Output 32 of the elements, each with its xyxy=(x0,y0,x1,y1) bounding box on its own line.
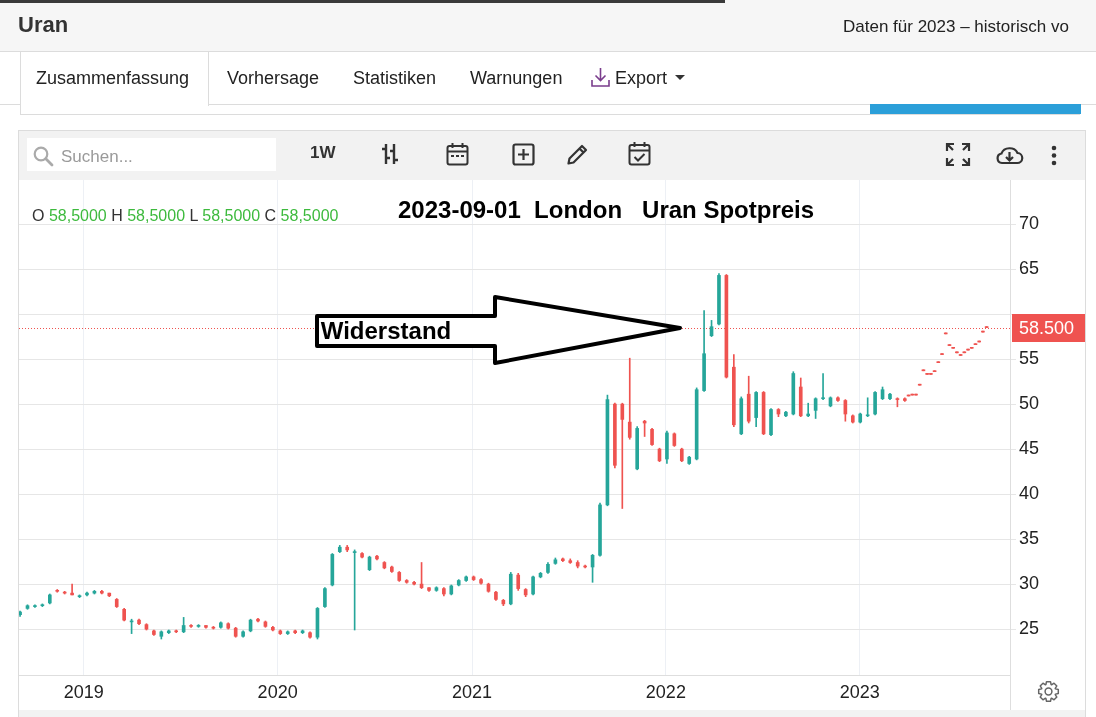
text: Export xyxy=(615,67,668,90)
text: Statistiken xyxy=(353,67,437,90)
x-tick-label: 2020 xyxy=(257,681,298,702)
candlestick xyxy=(951,346,955,349)
annotation: O 58,5000 H 58,5000 L 58,5000 C 58,5000 xyxy=(32,207,339,224)
ref-line-label: 58.500 xyxy=(1019,317,1075,338)
candlestick xyxy=(955,351,959,354)
x-tick-label: 2019 xyxy=(63,681,104,702)
text: Warnungen xyxy=(470,67,563,90)
y-tick-label: 35 xyxy=(1019,528,1040,549)
y-tick-label: 40 xyxy=(1019,483,1040,504)
y-tick-label: 25 xyxy=(1019,618,1040,639)
candlestick xyxy=(962,351,967,354)
chart-title: Uran xyxy=(18,11,69,39)
annotation: 2023-09-01 London Uran Spotpreis xyxy=(398,195,815,225)
y-tick-label: 30 xyxy=(1019,573,1040,594)
candlestick xyxy=(917,383,922,386)
candlestick xyxy=(936,361,941,364)
y-tick-label: 45 xyxy=(1019,438,1040,459)
text: Vorhersage xyxy=(227,67,320,90)
x-tick-label: 2023 xyxy=(839,681,880,702)
x-tick-label: 2021 xyxy=(451,681,493,702)
x-tick-label: 2022 xyxy=(645,681,686,702)
text: Zusammenfassung xyxy=(36,67,190,90)
search-field: Suchen... xyxy=(27,138,276,171)
annotation: Widerstand xyxy=(320,315,452,346)
y-tick-label: 50 xyxy=(1019,393,1040,414)
text: 1W xyxy=(310,142,336,164)
chart-subtitle: Daten für 2023 – historisch vo xyxy=(843,16,1069,38)
y-tick-label: 70 xyxy=(1019,213,1040,234)
y-tick-label: 65 xyxy=(1019,258,1040,279)
y-tick-label: 55 xyxy=(1019,348,1040,369)
